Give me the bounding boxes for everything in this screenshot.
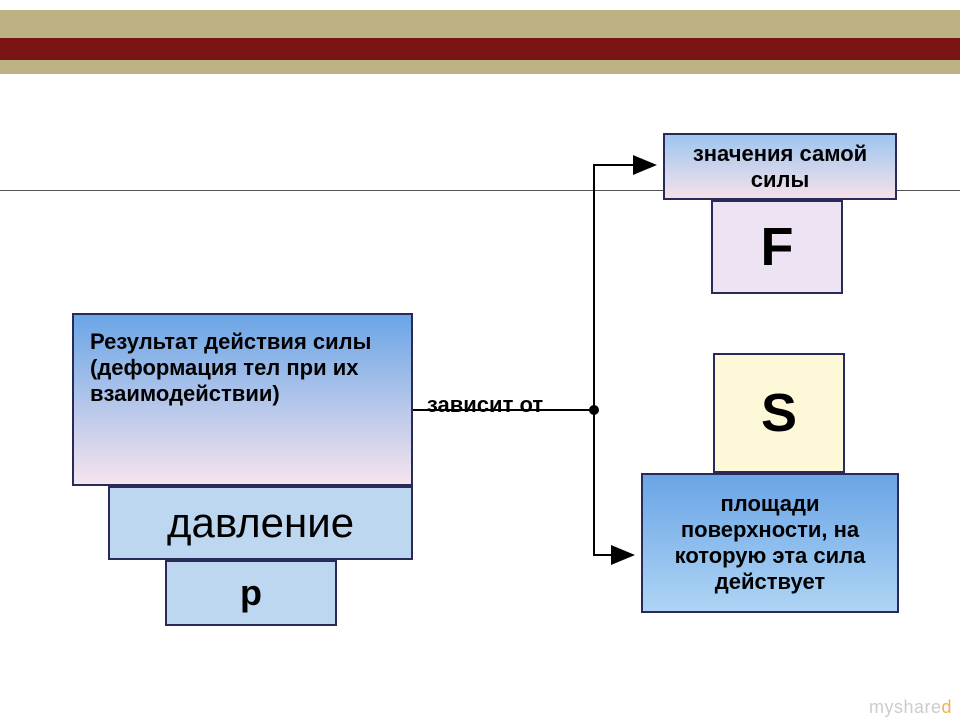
watermark-accent: d: [941, 697, 952, 717]
connector-label: зависит от: [405, 390, 565, 420]
node-area-label: площади поверхности, на которую эта сила…: [641, 473, 899, 613]
node-f-symbol: F: [711, 200, 843, 294]
decor-bar-2: [0, 38, 960, 60]
node-p-symbol: p: [165, 560, 337, 626]
node-s-symbol: S: [713, 353, 845, 473]
node-pressure-label: давление: [108, 486, 413, 560]
node-result-description: Результат действия силы (деформация тел …: [72, 313, 413, 486]
decor-bar-1: [0, 10, 960, 38]
decor-bar-3: [0, 60, 960, 74]
node-force-label: значения самой силы: [663, 133, 897, 200]
watermark: myshared: [869, 697, 952, 718]
watermark-text: myshare: [869, 697, 942, 717]
